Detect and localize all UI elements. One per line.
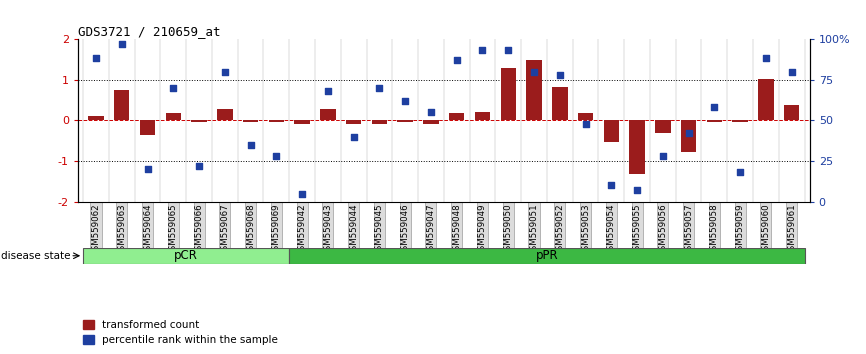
Point [192, 163, 206, 169]
Bar [527, 60, 542, 120]
Text: pCR: pCR [174, 249, 198, 262]
Point [656, 153, 669, 159]
Bar [449, 113, 464, 120]
Point [501, 47, 515, 53]
Text: disease state: disease state [1, 251, 70, 261]
Bar [83, 248, 289, 264]
Point [578, 121, 592, 126]
Point [475, 47, 489, 53]
Bar [242, 120, 258, 122]
Bar [268, 120, 284, 122]
Point [785, 69, 798, 74]
Bar [397, 120, 413, 122]
Bar [655, 120, 670, 133]
Bar [165, 113, 181, 120]
Point [630, 188, 644, 193]
Point [372, 85, 386, 91]
Legend: transformed count, percentile rank within the sample: transformed count, percentile rank withi… [83, 320, 278, 345]
Bar [88, 116, 104, 120]
Point [398, 98, 412, 104]
Point [295, 191, 309, 196]
Point [553, 72, 566, 78]
Text: pPR: pPR [535, 249, 559, 262]
Point [734, 170, 747, 175]
Point [89, 56, 103, 61]
Point [218, 69, 232, 74]
Point [449, 57, 463, 63]
Bar [630, 120, 645, 174]
Bar [320, 109, 336, 120]
Point [424, 109, 438, 115]
Bar [475, 112, 490, 120]
Point [527, 69, 541, 74]
Bar [501, 68, 516, 120]
Bar [758, 79, 773, 120]
Bar [423, 120, 439, 124]
Point [604, 183, 618, 188]
Point [115, 41, 129, 47]
Bar [707, 120, 722, 122]
Text: GDS3721 / 210659_at: GDS3721 / 210659_at [78, 25, 221, 38]
Point [346, 134, 360, 139]
Bar [552, 87, 567, 120]
Bar [604, 120, 619, 142]
Point [269, 153, 283, 159]
Bar [114, 90, 130, 120]
Point [166, 85, 180, 91]
Bar [372, 120, 387, 124]
Point [682, 131, 695, 136]
Point [759, 56, 772, 61]
Bar [578, 113, 593, 120]
Bar [733, 120, 748, 122]
Bar [289, 248, 805, 264]
Bar [191, 120, 207, 122]
Point [708, 104, 721, 110]
Bar [346, 120, 361, 125]
Point [321, 88, 335, 94]
Bar [681, 120, 696, 152]
Bar [294, 120, 310, 124]
Point [243, 142, 257, 148]
Bar [784, 105, 799, 120]
Bar [139, 120, 155, 135]
Point [140, 166, 154, 172]
Bar [217, 109, 233, 120]
